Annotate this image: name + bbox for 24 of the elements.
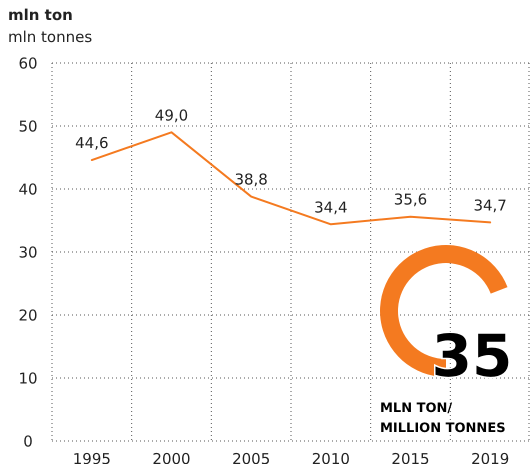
annotation: MILLION TONNES	[380, 421, 506, 436]
y-tick-label: 10	[18, 369, 38, 388]
data-label: 35,6	[394, 190, 428, 209]
x-tick-label: 2010	[312, 450, 350, 464]
data-label: 49,0	[154, 106, 188, 124]
annotation: 35	[432, 322, 512, 390]
data-label: 34,4	[314, 198, 348, 216]
x-tick-label: 2005	[232, 450, 270, 464]
y-tick-label: 30	[18, 243, 38, 262]
y-tick-label: 40	[18, 180, 38, 198]
y-tick-label: 0	[23, 432, 33, 450]
x-tick-label: 2000	[152, 450, 191, 464]
data-label: 44,6	[75, 134, 109, 152]
y-tick-label: 20	[18, 306, 38, 324]
y-tick-label: 60	[18, 54, 38, 72]
data-label: 38,8	[234, 170, 268, 189]
chart-subtitle: mln tonnes	[8, 28, 92, 46]
x-tick-label: 1995	[72, 450, 111, 464]
annotation: MLN TON/	[380, 401, 452, 416]
y-tick-label: 50	[18, 117, 38, 136]
data-label: 34,7	[473, 196, 507, 214]
x-tick-label: 2015	[391, 450, 430, 464]
x-tick-label: 2019	[471, 450, 510, 464]
chart-title: mln ton	[8, 6, 73, 24]
